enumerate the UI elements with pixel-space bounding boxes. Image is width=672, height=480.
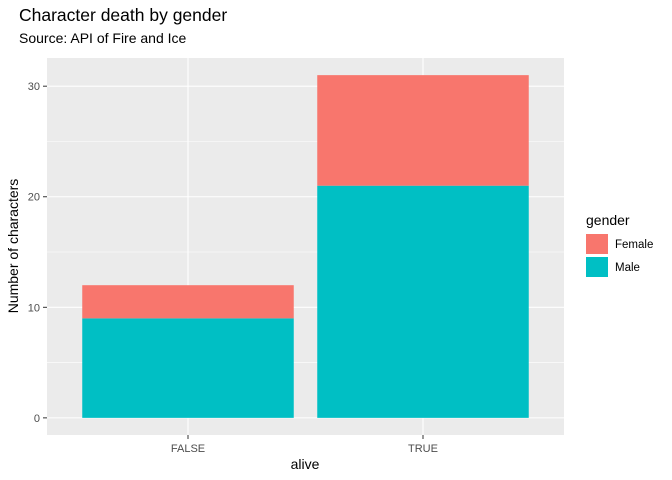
y-tick-label: 10	[28, 302, 40, 314]
legend-label-male: Male	[615, 262, 640, 274]
chart-title: Character death by gender	[19, 5, 228, 25]
legend: gender Female Male	[586, 212, 653, 277]
x-tick-label: TRUE	[408, 443, 438, 455]
y-tick-label: 0	[34, 413, 40, 425]
x-axis-title: alive	[291, 456, 320, 472]
y-axis-title: Number of characters	[5, 179, 21, 314]
legend-label-female: Female	[615, 239, 653, 251]
x-axis: FALSE TRUE	[171, 435, 438, 455]
x-tick-label: FALSE	[171, 443, 205, 455]
y-tick-label: 30	[28, 81, 40, 93]
bar-female-false	[82, 285, 294, 319]
legend-key-female	[586, 234, 608, 254]
legend-key-male	[586, 257, 608, 277]
bar-male-true	[317, 185, 529, 418]
bar-female-true	[317, 75, 529, 186]
y-tick-label: 20	[28, 192, 40, 204]
bar-male-false	[82, 318, 294, 418]
y-axis: 0 10 20 30	[28, 81, 47, 425]
bars	[82, 75, 529, 418]
legend-title: gender	[586, 212, 630, 228]
chart-subtitle: Source: API of Fire and Ice	[19, 30, 187, 46]
